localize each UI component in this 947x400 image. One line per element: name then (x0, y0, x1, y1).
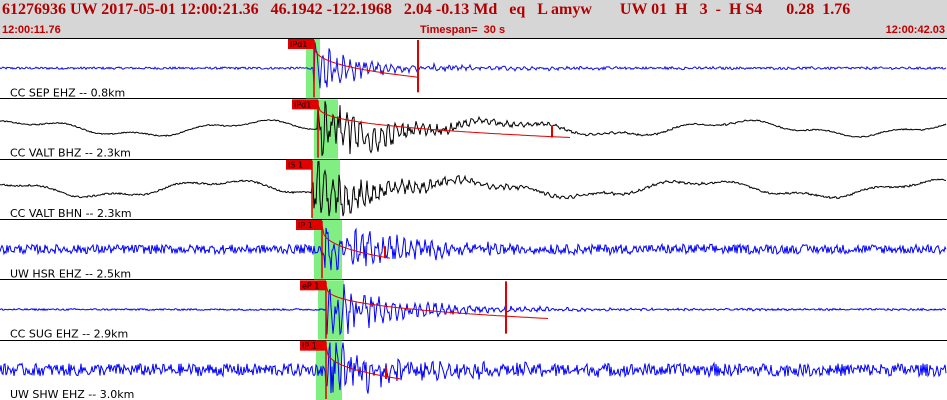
trace-row[interactable]: IS 1 CC VALT BHN -- 2.3km (0, 159, 946, 220)
end-time-label: 12:00:42.03 (885, 24, 945, 36)
phase-pick-label: IP 1 (298, 221, 313, 230)
phase-pick-flag[interactable] (286, 159, 312, 170)
phase-pick-label: IPd1 (290, 40, 307, 49)
phase-pick-flag[interactable] (288, 39, 314, 49)
phase-pick-label: eP 1 (302, 281, 319, 290)
station-label: UW HSR EHZ -- 2.5km (10, 267, 131, 280)
coda-duration-curve (317, 104, 571, 138)
station-label: CC VALT BHN -- 2.3km (10, 207, 132, 220)
coda-duration-curve (325, 285, 549, 319)
waveform-trace (0, 342, 947, 394)
station-label: CC VALT BHZ -- 2.3km (10, 147, 131, 160)
trace-row[interactable]: IPd1 CC VALT BHZ -- 2.3km (0, 99, 947, 160)
start-time-label: 12:00:11.76 (2, 24, 61, 36)
event-header: 61276936 UW 2017-05-01 12:00:21.36 46.19… (0, 0, 947, 38)
station-label: CC SUG EHZ -- 2.9km (10, 328, 128, 341)
waveform-trace (0, 42, 947, 89)
event-summary-title: 61276936 UW 2017-05-01 12:00:21.36 46.19… (2, 1, 851, 18)
waveform-trace (0, 284, 947, 336)
phase-pick-label: IPd1 (294, 100, 311, 109)
trace-row[interactable]: eP 1 CC SUG EHZ -- 2.9km (0, 280, 947, 341)
phase-pick-flag[interactable] (296, 220, 322, 230)
trace-row[interactable]: IP 1 UW SHW EHZ -- 3.0km (0, 340, 947, 400)
seismogram-panel[interactable]: IPd1 CC SEP EHZ -- 0.8km IPd1 CC VALT BHZ -… (0, 38, 947, 400)
coda-duration-curve (313, 43, 419, 78)
station-label: UW SHW EHZ -- 3.0km (10, 388, 134, 400)
timespan-label: Timespan= 30 s (420, 24, 506, 36)
trace-row[interactable]: IPd1 CC SEP EHZ -- 0.8km (0, 39, 947, 99)
phase-pick-flag[interactable] (300, 280, 326, 291)
phase-pick-label: IS 1 (288, 161, 303, 170)
waveform-trace (0, 161, 946, 217)
phase-pick-flag[interactable] (300, 340, 326, 351)
coda-duration-curve (321, 224, 391, 259)
phase-pick-label: IP 1 (302, 342, 317, 351)
phase-pick-flag[interactable] (292, 99, 318, 110)
station-label: CC SEP EHZ -- 0.8km (10, 86, 125, 99)
trace-row[interactable]: IP 1 UW HSR EHZ -- 2.5km (0, 220, 947, 280)
coda-duration-curve (325, 345, 401, 380)
waveform-trace (0, 101, 947, 156)
waveform-trace (0, 227, 947, 271)
